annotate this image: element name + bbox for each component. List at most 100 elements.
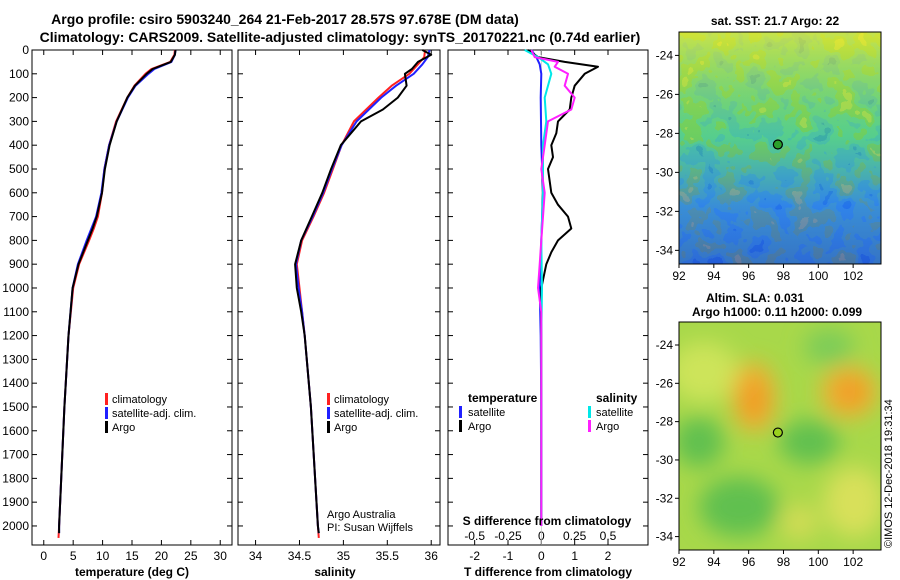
series-line-argo bbox=[58, 49, 177, 534]
depth-tick-label: 1400 bbox=[2, 376, 29, 390]
x-tick-label: 2 bbox=[605, 549, 612, 563]
temperature-legend: climatology satellite-adj. clim. Argo bbox=[105, 393, 196, 434]
temperature-panel: 0100200300400500600700800900100011001200… bbox=[2, 43, 233, 579]
map-lon-label: 102 bbox=[843, 269, 863, 283]
sst-map-frame bbox=[678, 31, 882, 265]
series-line-s-argo bbox=[530, 49, 576, 526]
map-lat-label: -34 bbox=[656, 243, 674, 257]
map-lon-label: 94 bbox=[707, 269, 721, 283]
legend-s-argo-swatch bbox=[588, 420, 591, 432]
map-lon-label: 92 bbox=[672, 555, 686, 569]
sla-blob bbox=[699, 477, 779, 537]
x-tick-label: 25 bbox=[184, 549, 198, 563]
sla-map-panel: Altim. SLA: 0.031 Argo h1000: 0.11 h2000… bbox=[656, 291, 882, 569]
legend-satellite-swatch bbox=[327, 407, 330, 419]
series-line-argo bbox=[294, 49, 433, 534]
difference-plot-area bbox=[447, 49, 649, 546]
x-tick-label: -2 bbox=[469, 549, 480, 563]
depth-tick-label: 1000 bbox=[2, 281, 29, 295]
depth-tick-label: 400 bbox=[9, 138, 29, 152]
legend-climatology-swatch bbox=[105, 393, 108, 405]
legend-satellite-label: satellite-adj. clim. bbox=[112, 408, 196, 420]
legend-satellite-swatch bbox=[105, 407, 108, 419]
temperature-plot-contents: 0100200300400500600700800900100011001200… bbox=[2, 43, 232, 563]
sla-heatmap bbox=[679, 322, 881, 550]
x-tick-label: -1 bbox=[503, 549, 514, 563]
sla-map-axes: 92 94 96 98 100 102 -24 -26 -28 -30 -32 -34 bbox=[656, 338, 864, 569]
sla-blob bbox=[679, 417, 724, 467]
legend-t-argo-label: Argo bbox=[468, 421, 491, 433]
sla-field bbox=[679, 329, 881, 540]
temperature-x-label: temperature (deg C) bbox=[75, 565, 189, 579]
x-tick-label: 20 bbox=[155, 549, 169, 563]
map-lon-label: 96 bbox=[742, 555, 756, 569]
depth-tick-label: 900 bbox=[9, 257, 29, 271]
difference-x-label: T difference from climatology bbox=[464, 565, 632, 579]
legend-s-argo-label: Argo bbox=[596, 421, 619, 433]
depth-tick-label: 1900 bbox=[2, 495, 29, 509]
legend-t-satellite-label: satellite bbox=[468, 407, 505, 419]
depth-tick-label: 1800 bbox=[2, 471, 29, 485]
salinity-legend: climatology satellite-adj. clim. Argo bbox=[327, 393, 418, 434]
depth-tick-label: 300 bbox=[9, 114, 29, 128]
sst-map-panel: sat. SST: 21.7 Argo: 22 bbox=[656, 14, 882, 283]
x-tick-label: 15 bbox=[125, 549, 139, 563]
depth-tick-label: 1200 bbox=[2, 329, 29, 343]
sst-map-title: sat. SST: 21.7 Argo: 22 bbox=[711, 14, 840, 28]
map-lat-label: -26 bbox=[656, 87, 674, 101]
figure-title-line2: Climatology: CARS2009. Satellite-adjuste… bbox=[40, 29, 641, 45]
legend-t-argo-swatch bbox=[459, 420, 462, 432]
salinity-panel: 34 34.5 35 35.5 36 salinity climatology sate… bbox=[237, 49, 441, 579]
map-lat-label: -26 bbox=[656, 376, 674, 390]
difference-legend: temperature salinity satellite Argo sate… bbox=[459, 391, 638, 433]
pi-text: PI: Susan Wijffels bbox=[327, 522, 413, 534]
map-lat-label: -24 bbox=[656, 48, 674, 62]
depth-tick-label: 1100 bbox=[3, 305, 29, 319]
legend-climatology-label: climatology bbox=[334, 394, 390, 406]
x-tick-label: 34.5 bbox=[288, 549, 312, 563]
map-lon-label: 100 bbox=[808, 269, 828, 283]
sst-map-axes: 92 94 96 98 100 102 -24 -26 -28 -30 -32 -34 bbox=[656, 48, 864, 283]
sla-blob bbox=[779, 420, 839, 464]
legend-satellite-label: satellite-adj. clim. bbox=[334, 408, 418, 420]
legend-climatology-label: climatology bbox=[112, 394, 168, 406]
legend-s-satellite-label: satellite bbox=[596, 407, 633, 419]
depth-tick-label: 800 bbox=[9, 233, 29, 247]
depth-tick-label: 1700 bbox=[2, 448, 29, 462]
x-tick-label: 35.5 bbox=[376, 549, 400, 563]
map-lat-label: -32 bbox=[656, 491, 674, 505]
map-lon-label: 96 bbox=[742, 269, 756, 283]
depth-tick-label: 700 bbox=[9, 210, 29, 224]
map-lat-label: -30 bbox=[656, 453, 674, 467]
argo-float-marker bbox=[772, 139, 783, 150]
depth-tick-label: 200 bbox=[9, 91, 29, 105]
sla-blob bbox=[679, 342, 739, 402]
s-diff-tick-label: -0.5 bbox=[464, 529, 485, 543]
map-lat-label: -32 bbox=[656, 204, 674, 218]
x-tick-label: 36 bbox=[425, 549, 439, 563]
x-tick-label: 0 bbox=[40, 549, 47, 563]
s-diff-tick-label: 0.5 bbox=[600, 529, 617, 543]
legend-argo-swatch bbox=[105, 421, 108, 433]
sla-map-frame bbox=[678, 321, 882, 551]
s-diff-tick-label: 0.25 bbox=[563, 529, 587, 543]
s-difference-label: S difference from climatology bbox=[463, 514, 632, 528]
depth-tick-label: 600 bbox=[9, 186, 29, 200]
depth-tick-label: 1300 bbox=[2, 352, 29, 366]
x-tick-label: 34 bbox=[249, 549, 263, 563]
legend-salinity-title: salinity bbox=[596, 391, 638, 405]
legend-argo-swatch bbox=[327, 421, 330, 433]
x-tick-label: 1 bbox=[571, 549, 578, 563]
s-diff-tick-label: -0.25 bbox=[494, 529, 522, 543]
argo-float-marker bbox=[772, 427, 783, 438]
sla-blob bbox=[837, 378, 865, 406]
depth-tick-label: 2000 bbox=[2, 519, 29, 533]
temperature-plot-area bbox=[31, 49, 233, 546]
legend-s-satellite-swatch bbox=[588, 406, 591, 418]
map-lon-label: 100 bbox=[808, 555, 828, 569]
legend-t-satellite-swatch bbox=[459, 406, 462, 418]
salinity-x-label: salinity bbox=[314, 565, 356, 579]
sla-map-title: Altim. SLA: 0.031 bbox=[706, 291, 804, 305]
map-lon-label: 94 bbox=[707, 555, 721, 569]
